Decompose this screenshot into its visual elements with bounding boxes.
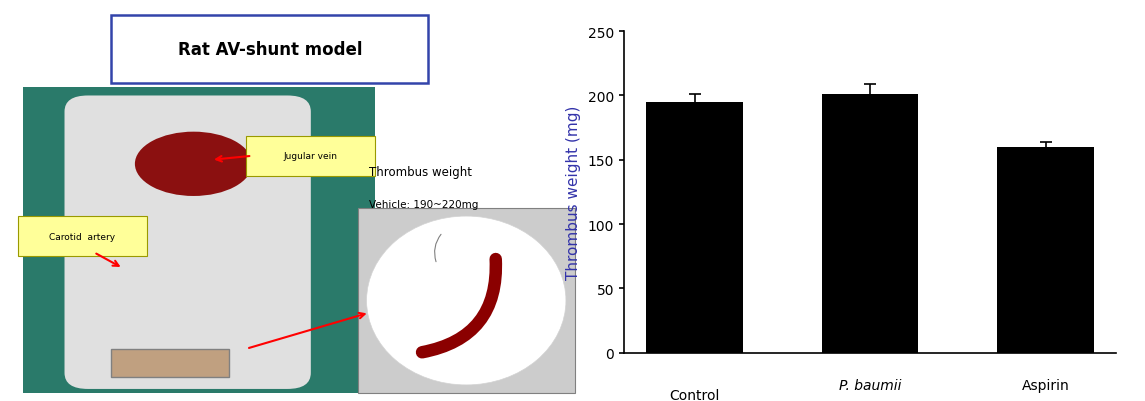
Bar: [997, 148, 1093, 353]
Ellipse shape: [135, 132, 252, 196]
Text: P. baumii: P. baumii: [839, 379, 901, 393]
Text: Vehicle: 190~220mg: Vehicle: 190~220mg: [370, 200, 479, 209]
Text: Carotid  artery: Carotid artery: [49, 232, 116, 241]
Text: Thrombus weight: Thrombus weight: [370, 166, 473, 179]
FancyBboxPatch shape: [64, 96, 310, 389]
FancyBboxPatch shape: [246, 136, 376, 176]
FancyBboxPatch shape: [111, 16, 428, 84]
Text: Jugular vein: Jugular vein: [284, 152, 338, 161]
Text: Rat AV-shunt model: Rat AV-shunt model: [177, 41, 362, 59]
Ellipse shape: [366, 217, 566, 385]
Bar: [357, 209, 575, 393]
FancyBboxPatch shape: [17, 217, 147, 257]
Bar: [647, 103, 743, 353]
Y-axis label: Thrombus weight (mg): Thrombus weight (mg): [566, 105, 581, 279]
FancyArrowPatch shape: [435, 235, 441, 262]
Text: Control: Control: [670, 388, 720, 401]
FancyArrowPatch shape: [423, 259, 496, 352]
Bar: [23, 88, 376, 393]
Bar: [822, 95, 918, 353]
FancyBboxPatch shape: [111, 349, 229, 377]
Text: Aspirin: Aspirin: [1021, 379, 1069, 393]
